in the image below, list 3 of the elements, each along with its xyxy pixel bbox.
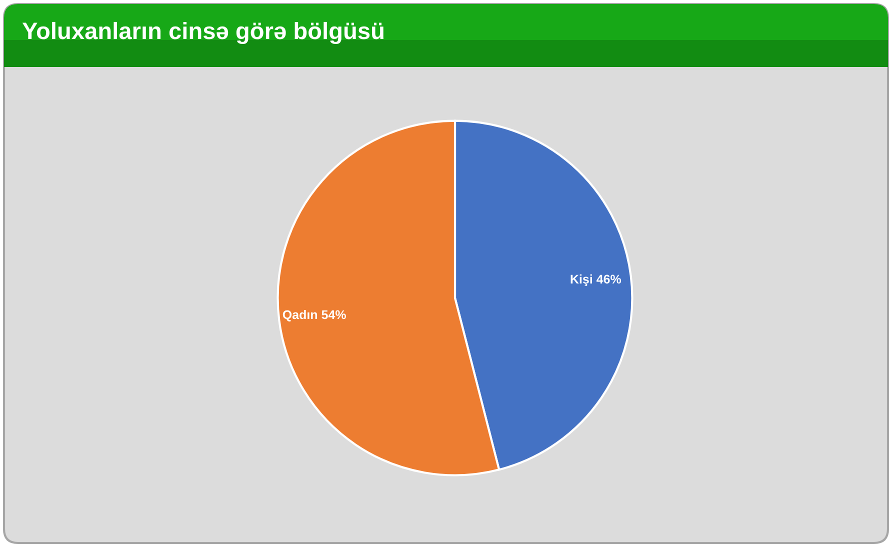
slice-label: Kişi 46%: [570, 274, 622, 286]
chart-title: Yoluxanların cinsə görə bölgüsü: [22, 22, 384, 44]
slice-label: Qadın 54%: [282, 310, 346, 322]
